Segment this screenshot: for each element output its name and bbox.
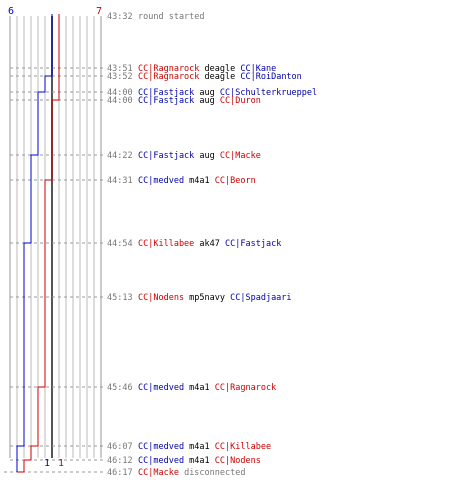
event-part: deagle <box>199 64 240 74</box>
event-part: m4a1 <box>184 442 215 452</box>
event-time: 45:13 <box>107 293 133 303</box>
event-part: CC|medved <box>138 456 184 466</box>
event-row: 43:51 CC|Ragnarock deagle CC|Kane <box>107 64 276 74</box>
event-time: 46:07 <box>107 442 133 452</box>
event-row: 44:54 CC|Killabee ak47 CC|Fastjack <box>107 239 281 249</box>
event-part: CC|Ragnarock <box>138 64 199 74</box>
event-time: 43:52 <box>107 72 133 82</box>
event-part: aug <box>194 88 220 98</box>
event-part: CC|Fastjack <box>138 88 194 98</box>
event-time: 46:12 <box>107 456 133 466</box>
event-part: CC|RoiDanton <box>240 72 301 82</box>
event-time: 44:31 <box>107 176 133 186</box>
event-time: 43:51 <box>107 64 133 74</box>
event-part: mp5navy <box>184 293 230 303</box>
event-message: CC|Ragnarock deagle CC|RoiDanton <box>138 72 302 82</box>
event-part: CC|Fastjack <box>225 239 281 249</box>
event-part: ak47 <box>194 239 225 249</box>
event-message: CC|Ragnarock deagle CC|Kane <box>138 64 276 74</box>
event-part: m4a1 <box>184 383 215 393</box>
event-log: 43:32 round started 43:51 CC|Ragnarock deag… <box>107 12 317 478</box>
event-message: CC|Fastjack aug CC|Schulterkrueppel <box>138 88 317 98</box>
event-part: CC|Fastjack <box>138 151 194 161</box>
event-part: CC|medved <box>138 176 184 186</box>
event-row: 44:22 CC|Fastjack aug CC|Macke <box>107 151 261 161</box>
red-start-score: 7 <box>96 6 102 17</box>
event-part: CC|Beorn <box>215 176 256 186</box>
event-part: aug <box>194 151 220 161</box>
event-message: CC|medved m4a1 CC|Ragnarock <box>138 383 276 393</box>
event-part: CC|Schulterkrueppel <box>220 88 317 98</box>
event-row: 43:32 round started <box>107 12 205 22</box>
event-part: CC|Killabee <box>138 239 194 249</box>
event-part: CC|medved <box>138 383 184 393</box>
event-time: 46:17 <box>107 468 133 478</box>
event-part: CC|Nodens <box>138 293 184 303</box>
event-message: CC|Killabee ak47 CC|Fastjack <box>138 239 281 249</box>
event-part: CC|Spadjaari <box>230 293 291 303</box>
event-row: 43:52 CC|Ragnarock deagle CC|RoiDanton <box>107 72 302 82</box>
event-row: 45:46 CC|medved m4a1 CC|Ragnarock <box>107 383 276 393</box>
score-labels: 6 7 1 1 <box>8 6 102 469</box>
event-part: CC|Macke <box>220 151 261 161</box>
event-time: 44:00 <box>107 96 133 106</box>
event-row: 44:00 CC|Fastjack aug CC|Duron <box>107 96 261 106</box>
blue-team-track <box>16 14 53 472</box>
event-row: 44:31 CC|medved m4a1 CC|Beorn <box>107 176 256 186</box>
event-message: CC|Fastjack aug CC|Duron <box>138 96 261 106</box>
event-part: round started <box>138 12 205 22</box>
event-row: 44:00 CC|Fastjack aug CC|Schulterkrueppel <box>107 88 317 98</box>
event-part: CC|Fastjack <box>138 96 194 106</box>
event-part: aug <box>194 96 220 106</box>
event-message: CC|medved m4a1 CC|Nodens <box>138 456 261 466</box>
red-team-track <box>17 14 60 473</box>
event-row: 46:12 CC|medved m4a1 CC|Nodens <box>107 456 261 466</box>
event-time: 43:32 <box>107 12 133 22</box>
event-time: 44:54 <box>107 239 133 249</box>
event-message: CC|Macke disconnected <box>138 468 245 478</box>
event-part: CC|medved <box>138 442 184 452</box>
red-end-score: 1 <box>58 458 64 469</box>
event-part: CC|Ragnarock <box>138 72 199 82</box>
event-part: m4a1 <box>184 176 215 186</box>
event-part: CC|Killabee <box>215 442 271 452</box>
event-message: CC|Fastjack aug CC|Macke <box>138 151 261 161</box>
event-part: CC|Macke <box>138 468 179 478</box>
event-part: CC|Duron <box>220 96 261 106</box>
event-message: CC|medved m4a1 CC|Beorn <box>138 176 256 186</box>
event-time: 44:22 <box>107 151 133 161</box>
event-part: deagle <box>199 72 240 82</box>
event-row: 46:17 CC|Macke disconnected <box>107 468 245 478</box>
event-message: CC|Nodens mp5navy CC|Spadjaari <box>138 293 292 303</box>
event-part: CC|Kane <box>240 64 276 74</box>
event-row: 46:07 CC|medved m4a1 CC|Killabee <box>107 442 271 452</box>
team-tracks <box>16 14 60 473</box>
blue-start-score: 6 <box>8 6 14 17</box>
event-part: m4a1 <box>184 456 215 466</box>
event-row: 45:13 CC|Nodens mp5navy CC|Spadjaari <box>107 293 292 303</box>
event-time: 45:46 <box>107 383 133 393</box>
event-message: CC|medved m4a1 CC|Killabee <box>138 442 271 452</box>
event-part: disconnected <box>179 468 246 478</box>
event-time: 44:00 <box>107 88 133 98</box>
event-part: CC|Ragnarock <box>215 383 276 393</box>
event-part: CC|Nodens <box>215 456 261 466</box>
blue-end-score: 1 <box>44 458 50 469</box>
event-connectors <box>4 67 104 473</box>
event-message: round started <box>138 12 205 22</box>
